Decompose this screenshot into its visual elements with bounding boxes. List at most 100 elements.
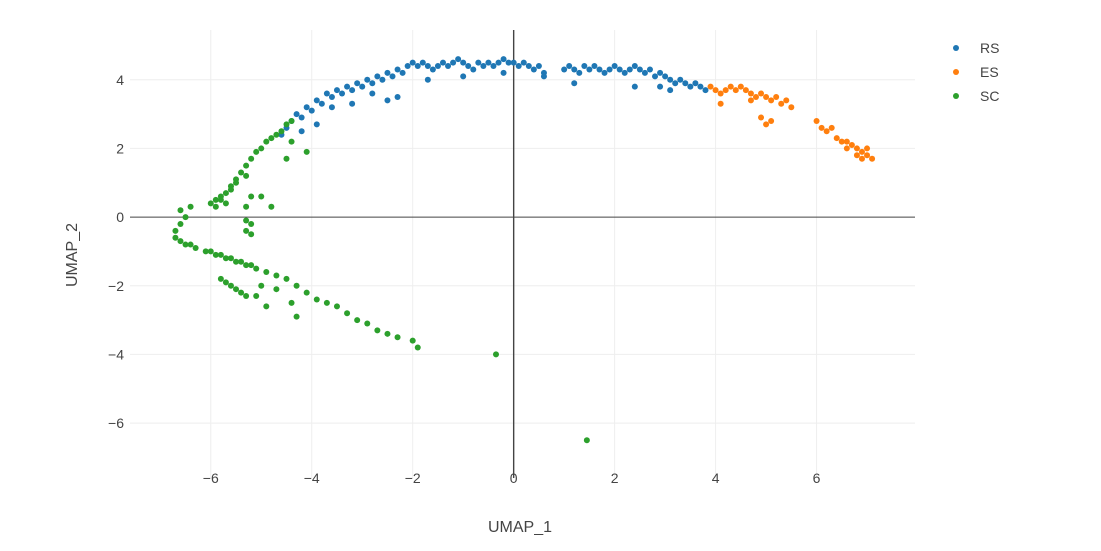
data-point [369, 90, 376, 97]
data-point [571, 66, 578, 73]
data-point [434, 63, 441, 70]
data-point [222, 255, 229, 262]
x-tick-label: 0 [510, 470, 518, 486]
data-point [535, 63, 542, 70]
y-axis-title: UMAP_2 [64, 223, 81, 287]
data-point [303, 289, 310, 296]
data-point [308, 107, 315, 114]
data-point [293, 282, 300, 289]
data-point [349, 100, 356, 107]
data-point [394, 93, 401, 100]
legend-label: RS [980, 40, 999, 56]
data-point [258, 145, 265, 152]
data-point [414, 344, 421, 351]
data-point [283, 155, 290, 162]
data-point [530, 66, 537, 73]
data-point [722, 87, 729, 94]
data-point [248, 193, 255, 200]
data-point [864, 145, 871, 152]
data-point [692, 80, 699, 87]
data-point [838, 138, 845, 145]
data-point [172, 234, 179, 241]
zero-lines [130, 30, 915, 478]
data-point [172, 227, 179, 234]
data-point [384, 69, 391, 76]
data-point [263, 303, 270, 310]
data-point [652, 73, 659, 80]
data-point [409, 337, 416, 344]
data-point [566, 63, 573, 70]
data-point [853, 152, 860, 159]
data-point [243, 203, 250, 210]
data-point [631, 83, 638, 90]
data-point [747, 97, 754, 104]
data-point [288, 117, 295, 124]
data-point [349, 87, 356, 94]
data-point [697, 83, 704, 90]
data-point [561, 66, 568, 73]
data-point [344, 83, 351, 90]
data-point [394, 66, 401, 73]
data-point [480, 63, 487, 70]
legend-item-rs[interactable]: RS [953, 40, 999, 56]
data-point [424, 63, 431, 70]
data-point [495, 59, 502, 66]
y-tick-label: −4 [108, 346, 124, 362]
data-point [253, 293, 260, 300]
data-point [460, 59, 467, 66]
data-point [248, 220, 255, 227]
data-point [212, 251, 219, 258]
series-sc [172, 117, 590, 444]
data-point [303, 104, 310, 111]
data-point [404, 63, 411, 70]
data-point [258, 193, 265, 200]
data-point [445, 63, 452, 70]
y-tick-label: 4 [116, 72, 124, 88]
data-point [470, 66, 477, 73]
data-point [742, 87, 749, 94]
data-point [813, 117, 820, 124]
data-point [273, 286, 280, 293]
data-point [583, 437, 590, 444]
data-point [369, 80, 376, 87]
legend-item-sc[interactable]: SC [953, 88, 999, 104]
x-tick-label: 2 [611, 470, 619, 486]
y-tick-label: 0 [116, 209, 124, 225]
data-point [298, 128, 305, 135]
data-point [374, 73, 381, 80]
data-point [702, 87, 709, 94]
data-point [732, 87, 739, 94]
data-point [212, 203, 219, 210]
data-point [758, 114, 765, 121]
series-es [707, 83, 876, 162]
data-point [571, 80, 578, 87]
data-point [243, 262, 250, 269]
data-point [621, 69, 628, 76]
data-point [657, 69, 664, 76]
data-point [752, 93, 759, 100]
data-point [273, 131, 280, 138]
data-point [313, 296, 320, 303]
data-point [843, 138, 850, 145]
data-point [758, 90, 765, 97]
data-point [364, 320, 371, 327]
data-point [328, 104, 335, 111]
data-point [586, 66, 593, 73]
x-tick-label: −4 [304, 470, 320, 486]
legend-item-es[interactable]: ES [953, 64, 999, 80]
data-point [217, 251, 224, 258]
data-point [293, 313, 300, 320]
data-point [288, 138, 295, 145]
data-point [258, 282, 265, 289]
data-point [788, 104, 795, 111]
data-point [510, 59, 517, 66]
data-point [768, 117, 775, 124]
data-point [662, 73, 669, 80]
data-point [429, 66, 436, 73]
data-point [646, 66, 653, 73]
data-point [243, 162, 250, 169]
data-point [313, 97, 320, 104]
data-point [858, 148, 865, 155]
data-point [238, 169, 245, 176]
data-point [424, 76, 431, 83]
